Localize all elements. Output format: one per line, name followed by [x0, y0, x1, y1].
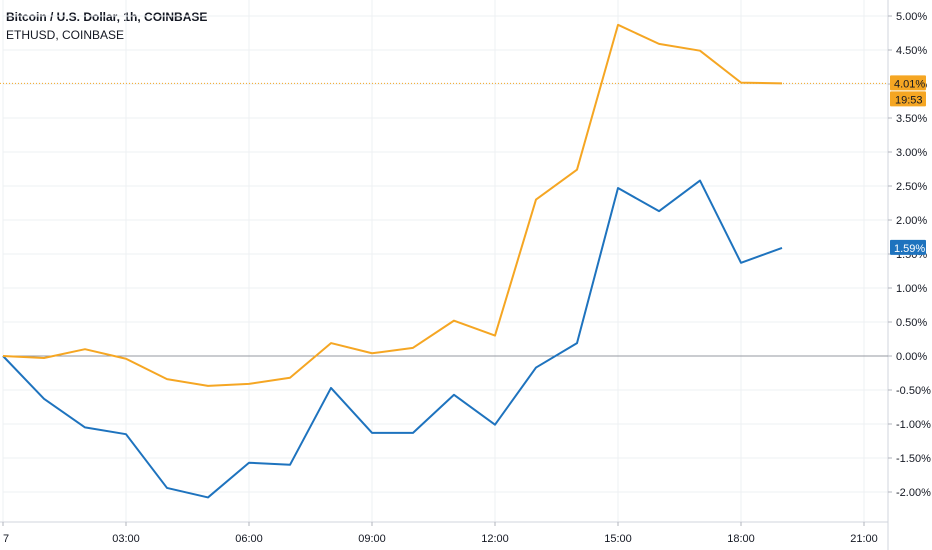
y-tick-label-14: -2.00% [896, 487, 931, 499]
eth-series-line [2, 23, 783, 387]
x-tick-label-2: 06:00 [235, 533, 263, 545]
x-tick-label-7: 21:00 [850, 533, 878, 545]
y-tick-label-11: -0.50% [896, 385, 931, 397]
chart-legend: Bitcoin / U.S. Dollar, 1h, COINBASE ETHU… [6, 8, 207, 44]
y-tick-label-6: 2.00% [896, 215, 927, 227]
y-tick-label-4: 3.00% [896, 147, 927, 159]
series-group [2, 23, 783, 499]
legend-compare-symbol[interactable]: ETHUSD, COINBASE [6, 28, 125, 42]
y-tick-label-9: 0.50% [896, 317, 927, 329]
btc-last-value-badge [890, 239, 926, 255]
btc-last-value-label: 1.59% [894, 243, 925, 255]
y-tick-label-12: -1.00% [896, 419, 931, 431]
x-tick-label-1: 03:00 [112, 533, 140, 545]
eth-last-value-label: 4.01% [894, 78, 925, 90]
time-axis[interactable]: 7 03:00 06:00 09:00 12:00 15:00 18:00 21:00 [2, 522, 878, 545]
eth-countdown-label: 19:53 [895, 94, 923, 106]
chart-grid [2, 0, 888, 522]
last-value-badges: 4.01% 19:53 1.59% [890, 75, 926, 255]
y-tick-label-13: -1.50% [896, 453, 931, 465]
y-tick-label-5: 2.50% [896, 181, 927, 193]
y-tick-label-0: 5.00% [896, 11, 927, 23]
eth-last-value-badge [890, 75, 926, 91]
btc-series-line [2, 179, 783, 499]
x-tick-label-0: 7 [3, 533, 9, 545]
y-tick-label-1: 4.50% [896, 45, 927, 57]
x-tick-label-4: 12:00 [481, 533, 509, 545]
x-tick-label-5: 15:00 [604, 533, 632, 545]
y-tick-label-10: 0.00% [896, 351, 927, 363]
y-tick-label-8: 1.00% [896, 283, 927, 295]
y-tick-label-3: 3.50% [896, 113, 927, 125]
x-tick-label-6: 18:00 [727, 533, 755, 545]
x-tick-label-3: 09:00 [358, 533, 386, 545]
legend-main-symbol[interactable]: Bitcoin / U.S. Dollar, 1h, COINBASE [6, 10, 208, 24]
eth-countdown-badge [890, 91, 926, 107]
